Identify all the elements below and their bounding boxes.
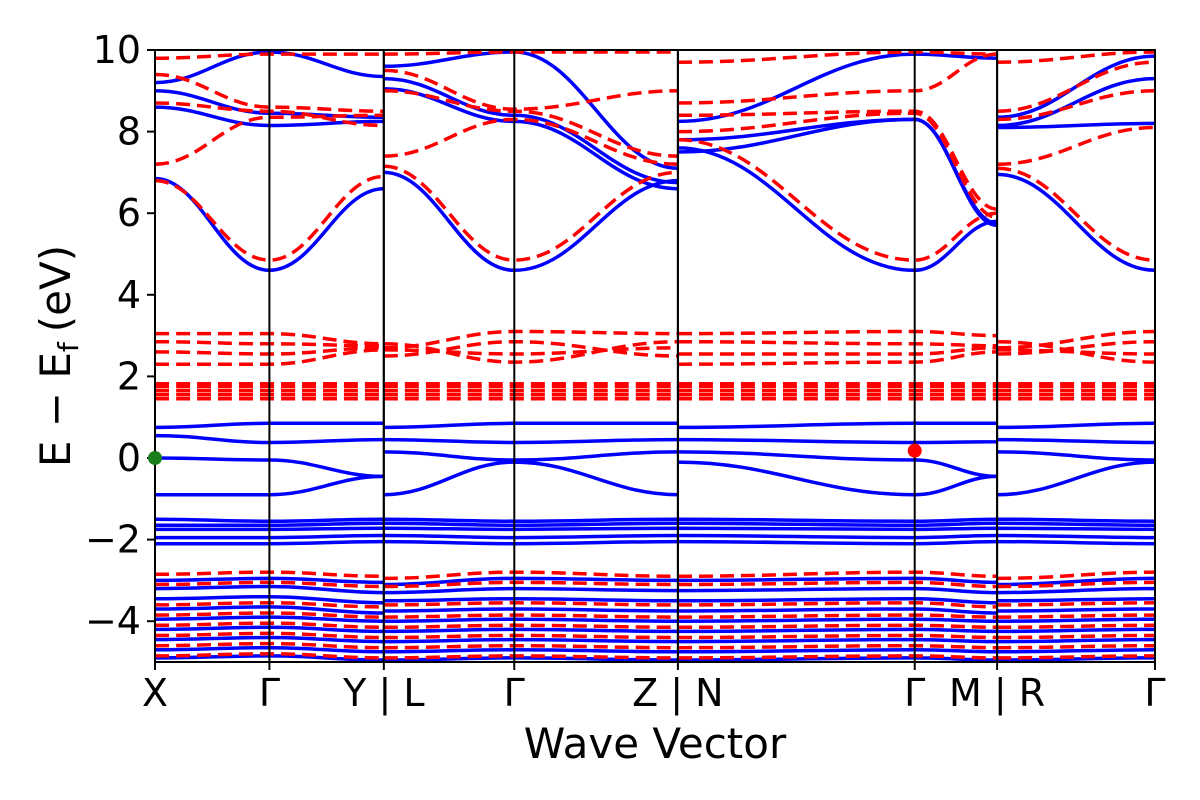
y-tick-label: 2 <box>117 354 141 398</box>
x-tick-label: X <box>142 671 168 715</box>
red-dashed-band-14 <box>155 570 1155 581</box>
blue-solid-band-4 <box>155 517 1155 523</box>
bands-layer <box>155 50 1155 662</box>
y-tick-label: 4 <box>117 273 141 317</box>
red-dashed-band-9 <box>155 138 1155 262</box>
blue-solid-band-7 <box>155 533 1155 540</box>
blue-solid-band-0 <box>155 460 1155 497</box>
red-dashed-band-16 <box>155 601 1155 609</box>
marker-green <box>148 451 162 465</box>
blue-solid-band-2 <box>155 433 1155 445</box>
plot-frame <box>154 49 1156 663</box>
blue-solid-band-9 <box>155 146 1155 273</box>
x-tick-label: Γ <box>1144 671 1165 715</box>
y-axis-ticks: 10 8 6 4 2 0 −2 −4 <box>85 28 155 643</box>
x-tick-label: Y | L <box>342 671 424 716</box>
blue-solid-band-8 <box>155 539 1155 546</box>
x-axis-label: Wave Vector <box>524 719 787 768</box>
blue-solid-band-16 <box>155 605 1155 615</box>
x-tick-label: Γ <box>504 671 525 715</box>
y-axis-label-subscript: f <box>52 341 85 352</box>
high-symmetry-dividers <box>268 50 999 662</box>
blue-solid-band-1 <box>155 450 1155 479</box>
blue-solid-band-6 <box>155 526 1155 532</box>
y-tick-label: −4 <box>85 599 141 643</box>
y-axis-label-main: E − E <box>31 352 80 467</box>
y-axis-label: E − Ef (eV) <box>31 245 85 467</box>
blue-solid-band-11 <box>155 76 1155 226</box>
blue-solid-band-15 <box>155 594 1155 605</box>
blue-solid-band-5 <box>155 521 1155 528</box>
x-tick-label: Z | N <box>632 671 723 716</box>
y-tick-label: −2 <box>85 518 141 562</box>
y-axis-label-unit: (eV) <box>31 245 80 332</box>
blue-solid-band-3 <box>155 421 1155 430</box>
marker-red <box>907 443 922 458</box>
y-tick-label: 6 <box>117 191 141 235</box>
point-markers <box>148 443 922 465</box>
x-axis-ticks: X Γ Y | L Γ Z | N Γ M | R Γ <box>142 662 1166 716</box>
x-tick-label: Γ <box>259 671 280 715</box>
y-tick-label: 8 <box>117 110 141 154</box>
y-tick-label: 0 <box>117 436 141 480</box>
x-tick-label: Γ <box>904 671 925 715</box>
y-tick-label: 10 <box>93 28 141 72</box>
x-tick-label: M | R <box>949 671 1045 716</box>
